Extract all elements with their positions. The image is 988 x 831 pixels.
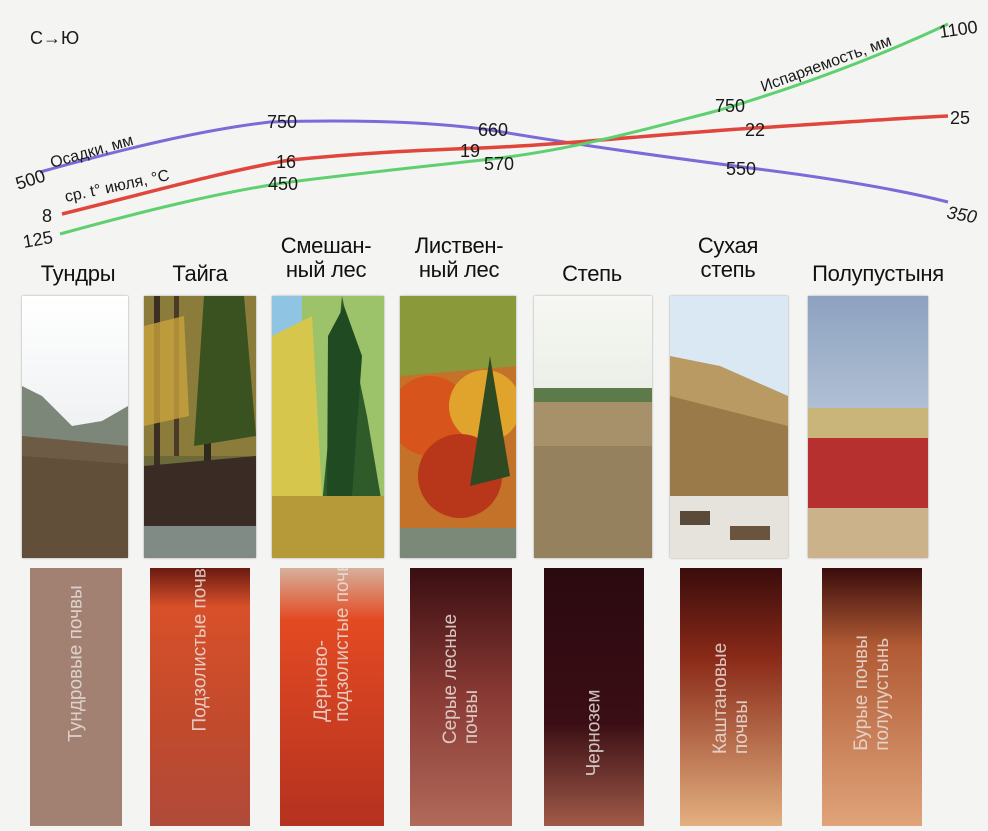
- soil-label-dry-steppe: Каштановые почвы: [710, 642, 752, 754]
- soil-label-semidesert: Бурые почвы полупустынь: [851, 635, 893, 751]
- temp-value-2: 16: [276, 152, 296, 172]
- soil-profile-semidesert: Бурые почвы полупустынь: [822, 568, 922, 826]
- soil-profile-deciduous-forest: Серые лесные почвы: [410, 568, 512, 826]
- dry-steppe-landscape-image: [670, 296, 788, 558]
- evaporation-curve: [59, 22, 949, 236]
- temp-value-1: 8: [42, 206, 52, 226]
- taiga-landscape-image: [144, 296, 256, 558]
- temp-value-3: 19: [460, 141, 480, 161]
- steppe-landscape-image: [534, 296, 652, 558]
- evap-value-5: 1100: [938, 17, 979, 42]
- soil-profile-taiga: Подзолистые почвы: [150, 568, 250, 826]
- soil-profile-steppe: Чернозем: [544, 568, 644, 826]
- soil-label-taiga: Подзолистые почвы: [189, 568, 211, 732]
- mixed-forest-landscape-image: [272, 296, 384, 558]
- zone-title-dry-steppe: Сухая степь: [697, 233, 759, 282]
- temp-value-5: 25: [950, 108, 970, 128]
- deciduous-forest-landscape-image: [400, 296, 516, 558]
- zone-title-tundra: Тундры: [40, 261, 116, 286]
- soil-label-tundra: Тундровые почвы: [65, 585, 87, 742]
- precip-series-label: Осадки, мм: [48, 132, 135, 172]
- soil-label-mixed-forest: Дерново- подзолистые почвы: [311, 568, 353, 722]
- zone-title-mixed-forest: Смешан- ный лес: [280, 233, 372, 282]
- soil-label-steppe: Чернозем: [583, 689, 605, 776]
- evap-series-label: Испаряемость, мм: [759, 33, 894, 96]
- evap-value-1: 125: [21, 227, 54, 252]
- soil-profile-dry-steppe: Каштановые почвы: [680, 568, 782, 826]
- precip-value-5: 350: [945, 202, 978, 227]
- evap-value-4: 750: [715, 96, 745, 116]
- zone-title-deciduous-forest: Листвен- ный лес: [414, 233, 504, 282]
- evap-value-3: 570: [484, 154, 514, 174]
- climate-curves: С→Ю 500 750 660 550 350 Осадки, мм 8 16 …: [13, 17, 979, 252]
- soil-profile-mixed-forest: Дерново- подзолистые почвы: [280, 568, 384, 826]
- tundra-landscape-image: [22, 296, 128, 558]
- precip-value-1: 500: [13, 165, 48, 193]
- precip-value-2: 750: [267, 112, 297, 132]
- zone-title-semidesert: Полупустыня: [812, 261, 944, 286]
- zone-title-steppe: Степь: [562, 261, 622, 286]
- july-temp-curve: [61, 114, 949, 216]
- soil-label-deciduous-forest: Серые лесные почвы: [440, 613, 482, 745]
- precip-value-3: 660: [478, 120, 508, 140]
- precip-value-4: 550: [726, 159, 756, 179]
- soil-profile-tundra: Тундровые почвы: [30, 568, 122, 826]
- semidesert-landscape-image: [808, 296, 928, 558]
- direction-label: С→Ю: [30, 28, 79, 48]
- zone-title-taiga: Тайга: [172, 261, 228, 286]
- temp-value-4: 22: [745, 120, 765, 140]
- precipitation-curve: [39, 119, 949, 204]
- evap-value-2: 450: [268, 174, 298, 194]
